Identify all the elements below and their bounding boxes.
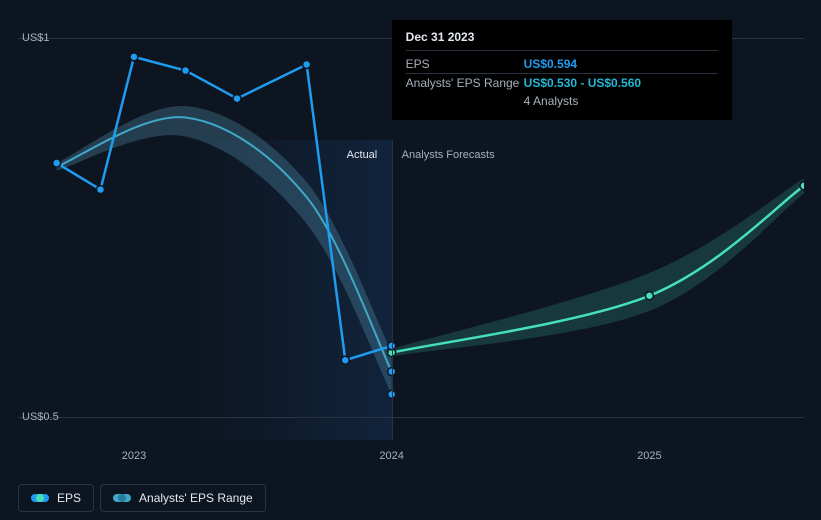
tooltip-row-key: Analysts' EPS Range <box>406 76 524 90</box>
eps-range-line <box>57 117 392 371</box>
tooltip-date: Dec 31 2023 <box>406 30 718 51</box>
legend-item-eps_range[interactable]: Analysts' EPS Range <box>100 484 266 512</box>
eps-marker <box>96 186 104 194</box>
eps-marker <box>303 60 311 68</box>
chart-legend: EPS Analysts' EPS Range <box>18 484 266 512</box>
x-axis-label: 2023 <box>122 450 146 462</box>
x-axis-label: 2025 <box>637 450 661 462</box>
tooltip-row: Analysts' EPS RangeUS$0.530 - US$0.560 <box>406 74 718 92</box>
legend-label: EPS <box>57 491 81 505</box>
y-axis-label: US$0.5 <box>22 411 59 423</box>
legend-swatch-icon <box>31 494 49 502</box>
legend-label: Analysts' EPS Range <box>139 491 253 505</box>
tooltip-row-value: US$0.594 <box>524 57 718 71</box>
tooltip-row-value: US$0.530 - US$0.560 <box>524 76 718 90</box>
eps-marker <box>233 95 241 103</box>
legend-swatch-icon <box>113 494 131 502</box>
region-label-actual: Actual <box>347 149 378 161</box>
highlight-band <box>198 140 391 440</box>
tooltip-row-key: EPS <box>406 57 524 71</box>
eps-marker <box>130 53 138 61</box>
y-axis-label: US$1 <box>22 32 50 44</box>
gridline-h <box>18 417 804 418</box>
forecast-line <box>392 186 804 353</box>
eps-marker <box>53 159 61 167</box>
region-label-forecast: Analysts Forecasts <box>402 149 495 161</box>
chart-tooltip: Dec 31 2023 EPSUS$0.594Analysts' EPS Ran… <box>392 20 732 120</box>
legend-item-eps[interactable]: EPS <box>18 484 94 512</box>
eps-range-band <box>57 106 392 394</box>
forecast-marker <box>645 292 653 300</box>
forecast-marker <box>800 182 804 190</box>
tooltip-subtext: 4 Analysts <box>406 92 718 108</box>
eps-marker <box>182 67 190 75</box>
region-divider <box>392 140 393 440</box>
eps-marker <box>341 356 349 364</box>
eps-line <box>57 57 392 360</box>
tooltip-rows: EPSUS$0.594Analysts' EPS RangeUS$0.530 -… <box>406 55 718 92</box>
x-axis-label: 2024 <box>379 450 403 462</box>
tooltip-row: EPSUS$0.594 <box>406 55 718 74</box>
forecast-band <box>392 178 804 356</box>
